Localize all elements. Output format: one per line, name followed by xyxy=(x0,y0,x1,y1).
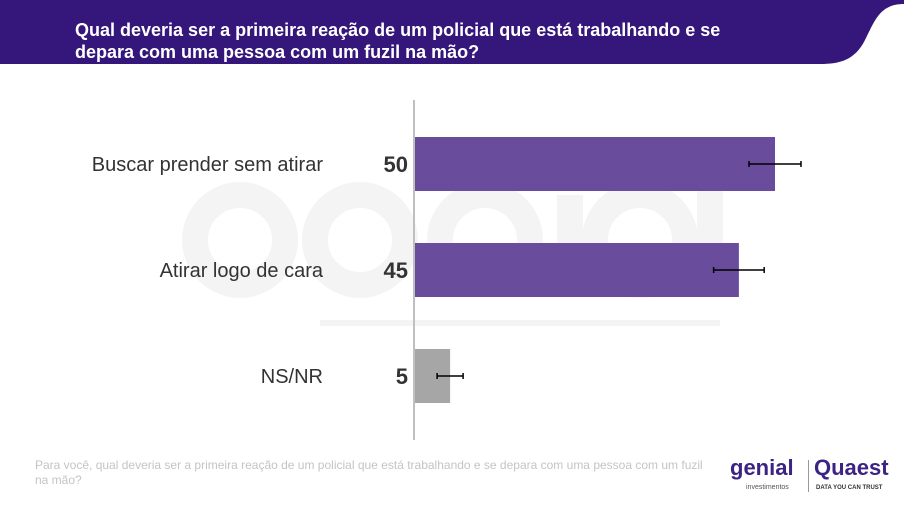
value-label: 5 xyxy=(396,364,408,389)
category-label: Atirar logo de cara xyxy=(160,260,324,282)
quaest-logo: Quaest xyxy=(814,455,889,480)
bar xyxy=(414,137,775,191)
genial-logo-sub: investimentos xyxy=(746,484,789,491)
header-banner xyxy=(0,0,904,64)
value-label: 50 xyxy=(384,152,408,177)
category-label: NS/NR xyxy=(261,366,323,388)
page-title: Qual deveria ser a primeira reação de um… xyxy=(75,20,721,62)
logos: genial investimentos Quaest DATA YOU CAN… xyxy=(728,456,893,502)
genial-logo: genial xyxy=(730,455,794,480)
logo-divider xyxy=(808,460,809,492)
quaest-tagline: DATA YOU CAN TRUST xyxy=(816,485,883,491)
category-label: Buscar prender sem atirar xyxy=(92,154,324,176)
footnote: Para você, qual deveria ser a primeira r… xyxy=(35,458,703,487)
bar xyxy=(414,243,739,297)
watermark-logo xyxy=(182,180,723,326)
value-label: 45 xyxy=(384,258,408,283)
